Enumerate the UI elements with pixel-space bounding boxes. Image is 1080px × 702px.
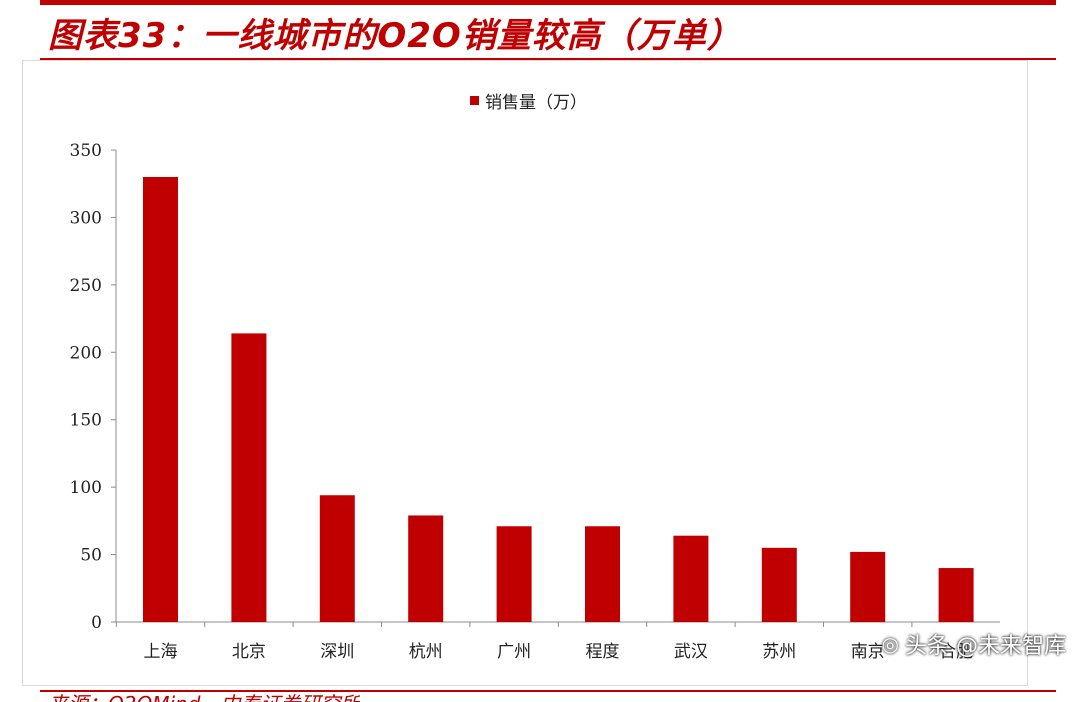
bar — [761, 547, 797, 622]
y-tick-label: 350 — [70, 141, 102, 161]
y-tick-label: 0 — [91, 613, 102, 633]
y-tick-label: 150 — [70, 411, 102, 431]
watermark-text: 头条 @未来智库 — [905, 634, 1066, 659]
watermark: ◎ 头条 @未来智库 — [882, 628, 1066, 660]
x-tick-label: 南京 — [851, 642, 885, 662]
bar — [319, 495, 355, 622]
legend-label: 销售量（万） — [485, 92, 587, 113]
x-tick-label: 程度 — [586, 642, 620, 662]
x-tick-label: 深圳 — [320, 642, 354, 662]
x-tick-label: 上海 — [144, 642, 178, 662]
bar — [143, 176, 178, 622]
x-tick-label: 武汉 — [674, 642, 708, 662]
x-tick-label: 广州 — [497, 642, 531, 662]
y-tick-label: 200 — [70, 343, 102, 363]
bar — [231, 333, 267, 622]
y-tick-label: 50 — [80, 546, 102, 566]
chart-frame — [22, 60, 1028, 686]
chart-legend: 销售量（万） — [470, 88, 587, 113]
bar — [496, 526, 532, 622]
x-tick-label: 杭州 — [409, 642, 443, 662]
bar — [673, 535, 709, 622]
wechat-icon: ◎ — [881, 632, 899, 656]
bottom-rule — [40, 690, 1056, 692]
page-title: 图表33：一线城市的O2O销量较高（万单） — [48, 16, 742, 56]
y-tick-label: 300 — [70, 208, 102, 228]
y-tick-label: 100 — [70, 478, 102, 498]
bar — [938, 568, 974, 622]
bar — [408, 515, 444, 622]
y-tick-label: 250 — [70, 276, 102, 296]
x-tick-label: 合肥 — [939, 642, 973, 662]
bar — [585, 526, 620, 622]
title-rule — [40, 58, 1056, 60]
x-tick-label: 苏州 — [762, 642, 796, 662]
top-rule — [40, 0, 1056, 5]
legend-swatch — [470, 95, 479, 105]
x-tick-label: 北京 — [232, 642, 266, 662]
source-note: 来源：O2OMind，中泰证券研究所 — [48, 688, 360, 702]
bar — [850, 551, 886, 622]
